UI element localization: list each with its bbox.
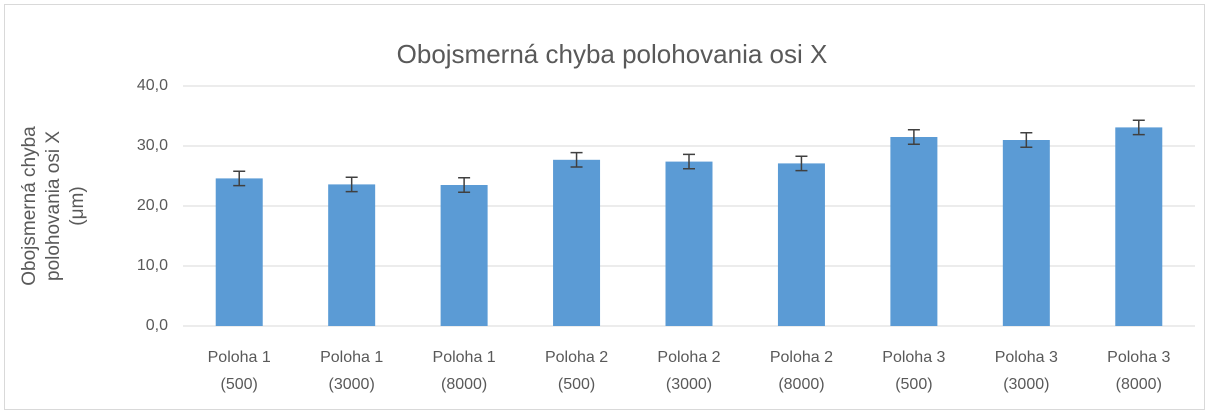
x-tick-label: Poloha 3 (8000) xyxy=(1107,349,1171,393)
chart-border xyxy=(4,4,1205,410)
x-tick-label: Poloha 2 (3000) xyxy=(657,349,721,393)
x-tick-label: Poloha 2 (8000) xyxy=(769,349,834,393)
y-tick-label: 40,0 xyxy=(137,77,168,94)
error-bar xyxy=(795,155,808,172)
x-tick-label: Poloha 3 (500) xyxy=(882,349,946,393)
y-tick-label: 10,0 xyxy=(137,257,168,274)
error-bar xyxy=(1020,132,1033,148)
x-tick-label: Poloha 1 (500) xyxy=(207,349,271,393)
x-tick-label: Poloha 3 (3000) xyxy=(994,349,1058,393)
error-bar xyxy=(1132,119,1145,136)
bar xyxy=(553,159,601,326)
bar xyxy=(440,185,488,326)
y-axis-label: Obojsmerná chyba polohovania osi X (μm) xyxy=(19,126,88,286)
bar xyxy=(215,178,263,326)
error-bar xyxy=(683,153,695,170)
bar xyxy=(328,184,376,326)
bar xyxy=(777,163,825,326)
y-tick-label: 0,0 xyxy=(146,317,168,334)
bar xyxy=(1115,127,1163,327)
error-bar xyxy=(907,129,920,145)
x-tick-label: Poloha 1 (8000) xyxy=(432,349,496,393)
x-tick-label: Poloha 1 (3000) xyxy=(320,349,384,393)
error-bar xyxy=(345,176,358,193)
error-bar xyxy=(233,170,246,187)
error-bar xyxy=(570,151,583,168)
chart-title: Obojsmerná chyba polohovania osi X xyxy=(397,39,828,69)
bar xyxy=(890,137,938,326)
bar xyxy=(665,161,713,326)
x-tick-label: Poloha 2 (500) xyxy=(544,349,609,393)
bar xyxy=(1002,140,1050,326)
y-tick-label: 20,0 xyxy=(137,197,168,214)
y-tick-label: 30,0 xyxy=(137,137,168,154)
error-bar xyxy=(458,177,471,193)
